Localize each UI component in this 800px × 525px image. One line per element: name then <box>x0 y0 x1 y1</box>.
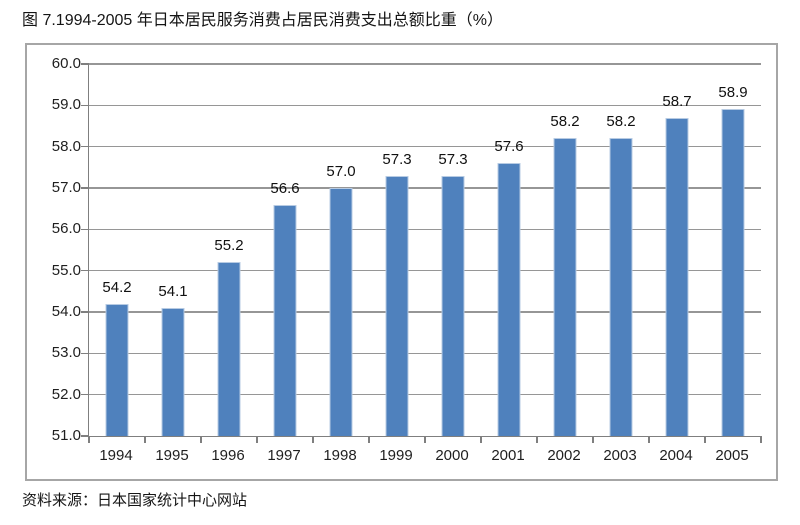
bar-2005 <box>721 109 745 436</box>
y-axis-tick <box>81 352 89 355</box>
bar-2003 <box>609 138 633 436</box>
source-note: 资料来源：日本国家统计中心网站 <box>22 492 248 509</box>
x-axis-category-label: 1999 <box>379 447 413 464</box>
gridline <box>89 187 761 189</box>
bar-1995 <box>161 307 185 436</box>
bar-value-label: 54.1 <box>158 282 188 300</box>
bar-value-label: 58.2 <box>606 113 636 131</box>
bar-value-label: 54.2 <box>102 278 132 296</box>
bar-value-label: 57.3 <box>382 150 412 168</box>
y-axis-tick <box>81 311 89 313</box>
x-axis-tick <box>424 436 426 443</box>
bar-value-label: 57.3 <box>438 150 468 168</box>
x-axis-tick <box>312 436 314 443</box>
bar-slot: 57.3 <box>369 64 425 436</box>
gridline <box>89 352 761 355</box>
x-axis-category-label: 1998 <box>323 447 357 464</box>
bar-slot: 58.7 <box>649 64 705 436</box>
x-axis-category-label: 2003 <box>603 447 637 464</box>
bar-1996 <box>217 262 241 436</box>
x-axis-tick <box>200 436 202 443</box>
x-axis-tick <box>256 436 258 443</box>
bar-1998 <box>329 188 353 436</box>
bar-1997 <box>273 204 297 436</box>
bar-slot: 57.3 <box>425 64 481 436</box>
bar-value-label: 58.2 <box>550 113 580 131</box>
gridline <box>89 269 761 272</box>
bar-value-label: 58.7 <box>662 92 692 110</box>
bar-slot: 57.6 <box>481 64 537 436</box>
bar-2002 <box>553 138 577 436</box>
y-axis-tick <box>81 269 89 272</box>
figure-title: 图 7.1994-2005 年日本居民服务消费占居民消费支出总额比重（%） <box>22 12 503 29</box>
bar-1999 <box>385 175 409 436</box>
y-axis-tick-label: 59.0 <box>51 96 81 114</box>
x-axis-category-label: 2000 <box>435 447 469 464</box>
gridline <box>89 145 761 148</box>
bar-slot: 56.6 <box>257 64 313 436</box>
bar-slot: 54.1 <box>145 64 201 436</box>
gridline <box>89 228 761 231</box>
x-axis-tick <box>368 436 370 443</box>
y-axis-tick-label: 56.0 <box>51 220 81 238</box>
bar-value-label: 58.9 <box>718 84 748 102</box>
x-axis-tick <box>760 436 762 443</box>
x-axis-category-label: 1997 <box>267 447 301 464</box>
gridline <box>89 393 761 396</box>
x-axis-tick <box>536 436 538 443</box>
plot-area: 54.2 54.1 55.2 56.6 57.0 57.3 57.3 57.6 58.2 58.2… <box>81 63 762 443</box>
y-axis-tick-label: 51.0 <box>51 427 81 444</box>
gridline <box>89 63 761 65</box>
bar-2001 <box>497 163 521 436</box>
x-axis-tick <box>704 436 706 443</box>
x-axis-tick <box>88 436 90 443</box>
y-axis-tick <box>81 63 89 65</box>
x-axis-category-label: 1994 <box>99 447 133 464</box>
x-axis-category-label: 2004 <box>659 447 693 464</box>
y-axis-tick-label: 58.0 <box>51 137 81 155</box>
x-axis-tick <box>592 436 594 443</box>
bar-slot: 54.2 <box>89 64 145 436</box>
bar-slot: 57.0 <box>313 64 369 436</box>
y-axis-tick-label: 52.0 <box>51 385 81 403</box>
gridline <box>89 311 761 313</box>
y-axis-tick <box>81 145 89 148</box>
x-axis-category-label: 2001 <box>491 447 525 464</box>
bar-slot: 55.2 <box>201 64 257 436</box>
y-axis-tick-label: 53.0 <box>51 344 81 362</box>
x-axis-category-label: 1996 <box>211 447 245 464</box>
bar-2000 <box>441 175 465 436</box>
bar-1994 <box>105 303 129 436</box>
x-axis-tick <box>144 436 146 443</box>
bar-value-label: 55.2 <box>214 237 244 255</box>
y-axis-tick-label: 57.0 <box>51 179 81 196</box>
y-axis-tick <box>81 228 89 231</box>
x-axis-tick <box>648 436 650 443</box>
y-axis-tick <box>81 187 89 189</box>
bar-value-label: 57.6 <box>494 138 524 156</box>
bar-slot: 58.2 <box>537 64 593 436</box>
chart-frame: 54.2 54.1 55.2 56.6 57.0 57.3 57.3 57.6 58.2 58.2… <box>25 43 778 481</box>
y-axis-tick <box>81 435 89 437</box>
x-axis-category-label: 2002 <box>547 447 581 464</box>
y-axis-tick <box>81 393 89 396</box>
bar-value-label: 56.6 <box>270 179 300 197</box>
bar-slot: 58.9 <box>705 64 761 436</box>
y-axis-tick-label: 60.0 <box>51 55 81 72</box>
x-axis-tick <box>480 436 482 443</box>
x-axis-category-label: 1995 <box>155 447 189 464</box>
x-axis-category-label: 2005 <box>715 447 749 464</box>
y-axis-tick-label: 54.0 <box>51 303 81 320</box>
bar-2004 <box>665 117 689 436</box>
bar-slot: 58.2 <box>593 64 649 436</box>
y-axis-tick-label: 55.0 <box>51 261 81 279</box>
bar-value-label: 57.0 <box>326 163 356 180</box>
y-axis-tick <box>81 104 89 107</box>
gridline <box>89 104 761 107</box>
